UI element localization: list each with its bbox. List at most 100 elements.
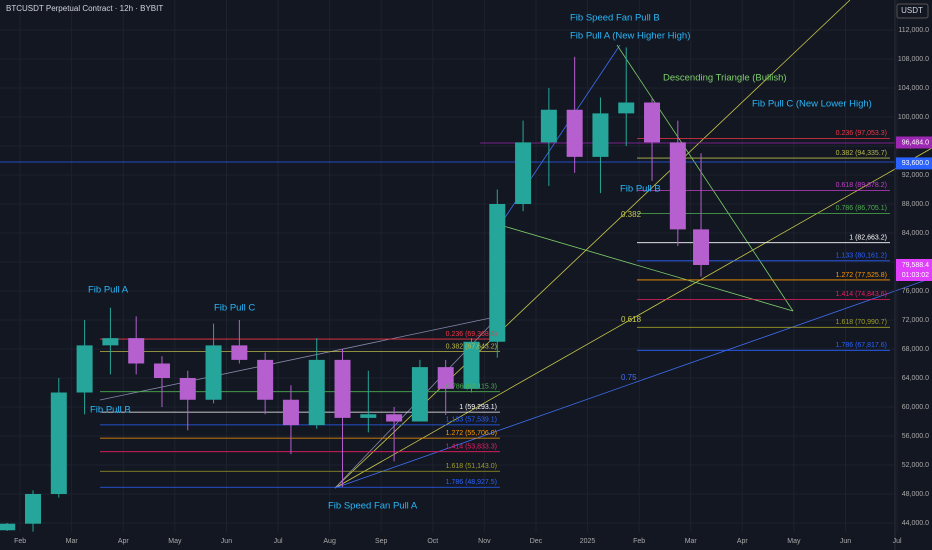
candle-body [489,204,506,342]
x-tick-label: Oct [427,538,438,545]
y-tick-label: 48,000.0 [902,491,929,498]
candle-body [437,367,454,389]
candle-body [282,399,299,426]
candle-body [102,338,119,346]
x-tick-label: Dec [530,538,543,545]
candle-body [644,102,661,143]
candle-body [693,229,710,265]
countdown: 01:03:02 [902,272,929,279]
fib-label: 0.382 (67,643.2) [446,343,497,350]
candle-body [25,494,42,524]
fib-label: 0.618 (89,878.2) [836,182,887,189]
fib-label: 1.133 (80,161.2) [836,253,887,260]
price-tag-label: 96,484.0 [902,139,929,146]
x-tick-label: May [787,538,801,545]
y-tick-label: 44,000.0 [902,520,929,527]
y-tick-label: 92,000.0 [902,172,929,179]
y-tick-label: 76,000.0 [902,288,929,295]
currency: USDT [901,6,923,15]
x-tick-label: Feb [14,538,26,545]
annotation: Descending Triangle (Bullish) [663,73,787,84]
annotation: Fib Pull A [88,285,129,296]
y-tick-label: 52,000.0 [902,462,929,469]
grid [0,0,898,532]
annotation: Fib Pull B [90,405,131,416]
x-tick-label: Mar [66,538,79,545]
y-tick-label: 60,000.0 [902,404,929,411]
y-tick-label: 72,000.0 [902,317,929,324]
candle-body [334,359,351,418]
fib-label: 1.272 (55,706.0) [446,430,497,437]
x-tick-label: Nov [478,538,491,545]
fan-line [334,277,932,489]
price-tag-label: 79,588.4 [902,262,929,269]
annotation: Fib Pull A (New Higher High) [570,31,690,42]
candle-body [0,523,16,531]
triangle-line [499,224,794,312]
candle-body [515,142,532,205]
fib-label: 1.786 (48,927.5) [446,479,497,486]
fib-label: 1 (59,293.1) [459,404,497,411]
candle-body [386,414,403,422]
y-tick-label: 84,000.0 [902,230,929,237]
x-tick-label: 2025 [580,538,596,545]
annotation: 0.382 [621,210,642,219]
price-tag [896,157,932,170]
fib-label: 1 (82,663.2) [849,235,887,242]
y-tick-label: 64,000.0 [902,375,929,382]
x-tick-label: May [168,538,182,545]
fan-line [334,147,932,489]
annotation: Fib Speed Fan Pull A [328,501,418,512]
currency-box [896,3,929,19]
y-tick-label: 68,000.0 [902,346,929,353]
annotation: 0.618 [621,315,642,324]
x-tick-label: Jun [221,538,232,545]
candle-body [153,363,170,379]
candle-body [231,345,248,360]
fib-label: 1.414 (53,833.3) [446,444,497,451]
y-tick-label: 88,000.0 [902,201,929,208]
annotation: Fib Pull B [620,184,661,195]
fib-label: 0.236 (69,368.6) [446,331,497,338]
candle-body [669,142,686,230]
y-tick-label: 108,000.0 [898,56,929,63]
candle-body [128,338,145,364]
candle-body [308,359,325,426]
candle-body [360,414,377,418]
fib-label: 1.133 (57,539.1) [446,417,497,424]
fib-label: 0.382 (94,335.7) [836,150,887,157]
candle-body [411,367,428,422]
candle-body [76,345,93,393]
x-tick-label: Apr [737,538,749,545]
y-tick-label: 56,000.0 [902,433,929,440]
fib-label: 0.236 (97,053.3) [836,130,887,137]
y-tick-label: 100,000.0 [898,114,929,121]
candle-body [205,345,222,400]
x-tick-label: Apr [118,538,130,545]
fib-label: 1.786 (67,817.6) [836,342,887,349]
plot [0,47,890,532]
fib-label: 1.618 (51,143.0) [446,463,497,470]
candle-body [592,113,609,157]
x-tick-label: Mar [685,538,698,545]
price-tag-label: 93,600.0 [902,160,929,167]
candle-body [257,359,274,400]
chart-title: BTCUSDT Perpetual Contract · 12h · BYBIT [6,4,163,13]
fib-label: 1.414 (74,843.6) [836,291,887,298]
y-tick-label: 104,000.0 [898,85,929,92]
candle-body [540,109,557,143]
candle-body [50,392,67,495]
fib-label: 1.618 (70,990.7) [836,319,887,326]
fan-line [99,315,501,401]
x-tick-label: Sep [375,538,388,545]
fib-label: 1.272 (77,525.8) [836,272,887,279]
annotation: Fib Pull C [214,303,255,314]
y-tick-label: 112,000.0 [898,27,929,34]
x-tick-label: Jun [840,538,851,545]
candle-body [566,109,583,157]
annotation: 0.75 [621,373,637,382]
price-tag [896,258,932,281]
annotation: Fib Speed Fan Pull B [570,13,660,24]
